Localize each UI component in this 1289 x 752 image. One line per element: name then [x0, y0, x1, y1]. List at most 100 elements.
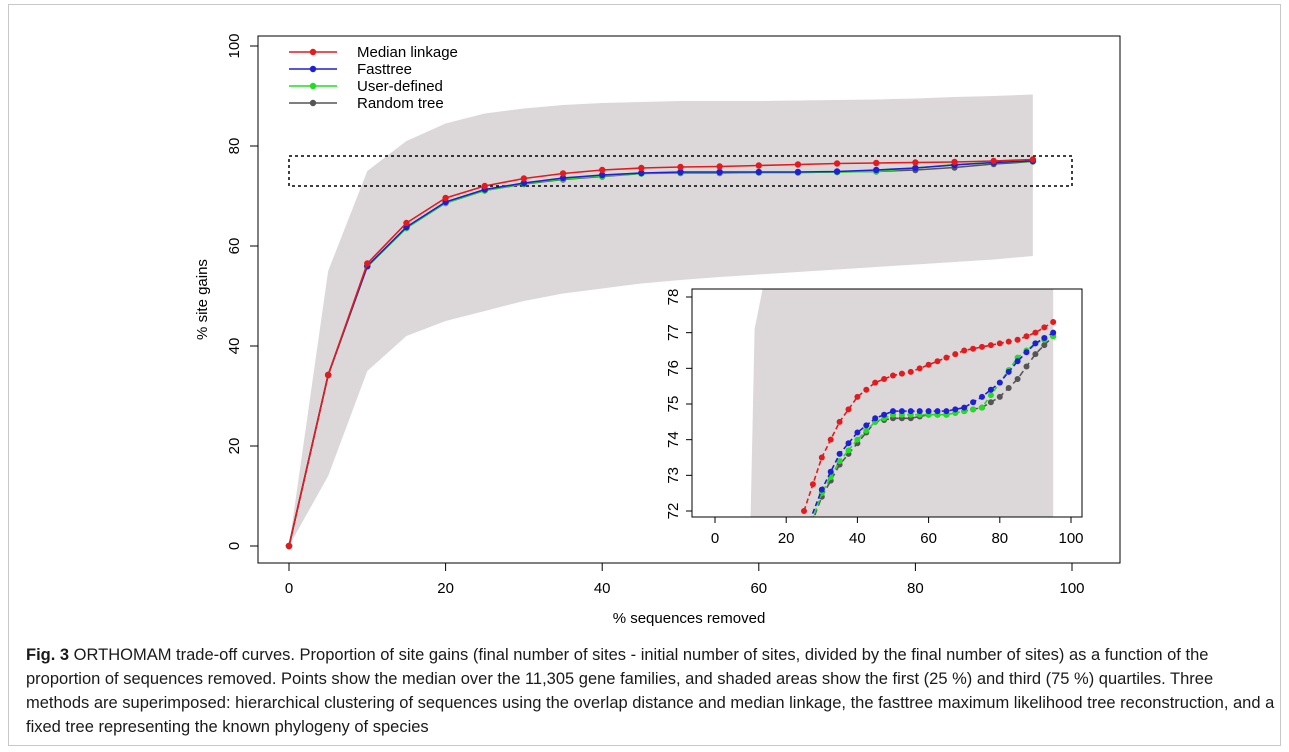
figure-frame: 0 20 40 60 80 100 0 20 40 60 80 100 % sequences remo… — [8, 4, 1281, 746]
inset-data-point — [818, 486, 825, 493]
data-point — [833, 168, 841, 175]
inset-data-point — [1014, 336, 1021, 343]
data-point — [520, 175, 528, 182]
legend-swatch-point — [309, 48, 317, 56]
data-point — [285, 542, 293, 550]
inset-data-point — [863, 427, 870, 434]
data-point — [794, 168, 802, 176]
inset-data-point — [1032, 340, 1039, 347]
data-point — [1029, 156, 1037, 163]
data-point — [755, 162, 762, 169]
inset-data-point — [1005, 368, 1012, 375]
inset-data-point — [872, 415, 879, 422]
inset-data-point — [979, 404, 985, 411]
caption-text: ORTHOMAM trade-off curves. Proportion of… — [26, 646, 1275, 736]
inset-data-point — [907, 368, 914, 375]
x-tick-label: 60 — [750, 580, 767, 597]
data-point — [442, 194, 449, 202]
main-chart: 0 20 40 60 80 100 0 20 40 60 80 100 % sequences remo… — [194, 33, 1121, 627]
inset-data-point — [854, 429, 861, 436]
x-tick-label: 20 — [437, 580, 454, 597]
data-point — [403, 219, 410, 227]
inset-x-tick-label: 60 — [920, 530, 937, 547]
data-point — [677, 168, 684, 176]
inset-series-line — [803, 321, 1054, 512]
inset-data-point — [827, 468, 834, 475]
inset-y-tick-label: 75 — [665, 396, 682, 413]
inset-data-point — [952, 351, 959, 358]
inset-data-point — [996, 393, 1003, 400]
inset-frame — [691, 288, 1083, 518]
inset-data-point — [1023, 333, 1030, 340]
inset-data-point — [970, 399, 977, 406]
inset-x-tick-label: 0 — [711, 530, 719, 547]
inset-data-point — [979, 393, 985, 400]
inset-data-point — [987, 399, 994, 406]
inset-data-point — [836, 450, 843, 457]
plot-frame — [257, 35, 1121, 564]
data-point — [324, 371, 332, 379]
inset-data-point — [1023, 363, 1030, 370]
inset-data-point — [845, 440, 852, 447]
inset-data-point — [881, 411, 888, 418]
data-point — [912, 159, 919, 166]
data-point — [481, 182, 488, 190]
inset-data-point — [907, 408, 914, 415]
inset-data-point — [1032, 329, 1039, 336]
data-point — [638, 169, 645, 177]
inset-data-point — [1050, 318, 1057, 325]
y-tick-label: 80 — [226, 138, 243, 155]
inset-data-point — [925, 408, 932, 415]
inset-data-point — [943, 408, 950, 415]
inset-data-point — [934, 358, 941, 365]
inset-data-point — [890, 408, 896, 415]
y-tick-label: 0 — [226, 542, 243, 550]
data-point — [912, 164, 919, 172]
inset-data-point — [818, 454, 825, 461]
inset-data-point — [854, 436, 861, 443]
data-point — [873, 166, 880, 174]
data-point — [873, 159, 880, 167]
y-tick-label: 20 — [226, 438, 243, 455]
inset-x-tick-label: 80 — [991, 530, 1008, 547]
caption-label: Fig. 3 — [26, 646, 70, 664]
inset-chart: 0 20 40 60 80 100 72 73 74 75 76 77 78 — [665, 288, 1084, 547]
series-line — [288, 160, 1033, 547]
legend-label: Median linkage — [357, 44, 458, 61]
series-line — [288, 158, 1033, 547]
data-point — [638, 164, 645, 172]
inset-data-point — [987, 386, 994, 393]
legend-label: Random tree — [357, 95, 444, 112]
inset-data-point — [996, 379, 1003, 386]
inset-y-tick-label: 76 — [665, 360, 682, 377]
inset-data-point — [979, 343, 985, 350]
data-point — [833, 160, 841, 167]
inset-data-point — [970, 406, 977, 413]
inset-data-point — [987, 342, 994, 349]
figure-canvas: 0 20 40 60 80 100 0 20 40 60 80 100 % sequences remo… — [194, 33, 1121, 627]
inset-y-tick-label: 74 — [665, 431, 682, 448]
inset-data-point — [961, 404, 968, 411]
inset-data-point — [863, 386, 870, 393]
inset-data-point — [1005, 384, 1012, 391]
inset-data-point — [952, 406, 959, 413]
inset-data-point — [801, 508, 807, 514]
inset-data-point — [934, 408, 941, 415]
inset-data-point — [872, 379, 879, 386]
inset-data-point — [1014, 358, 1021, 365]
inset-data-point — [809, 481, 816, 488]
x-tick-label: 40 — [594, 580, 611, 597]
legend-swatch-point — [309, 65, 317, 73]
data-point — [364, 260, 371, 267]
data-point — [599, 166, 606, 174]
inset-data-point — [898, 370, 905, 377]
inset-y-tick-label: 77 — [665, 324, 682, 341]
inset-data-point — [898, 408, 905, 415]
data-point — [755, 168, 762, 176]
inset-x-tick-label: 40 — [849, 530, 866, 547]
inset-x-tick-label: 20 — [778, 530, 795, 547]
inset-y-tick-label: 78 — [665, 289, 682, 306]
inset-data-point — [1023, 349, 1030, 356]
inset-series-line — [813, 335, 1054, 517]
data-point — [559, 170, 567, 177]
